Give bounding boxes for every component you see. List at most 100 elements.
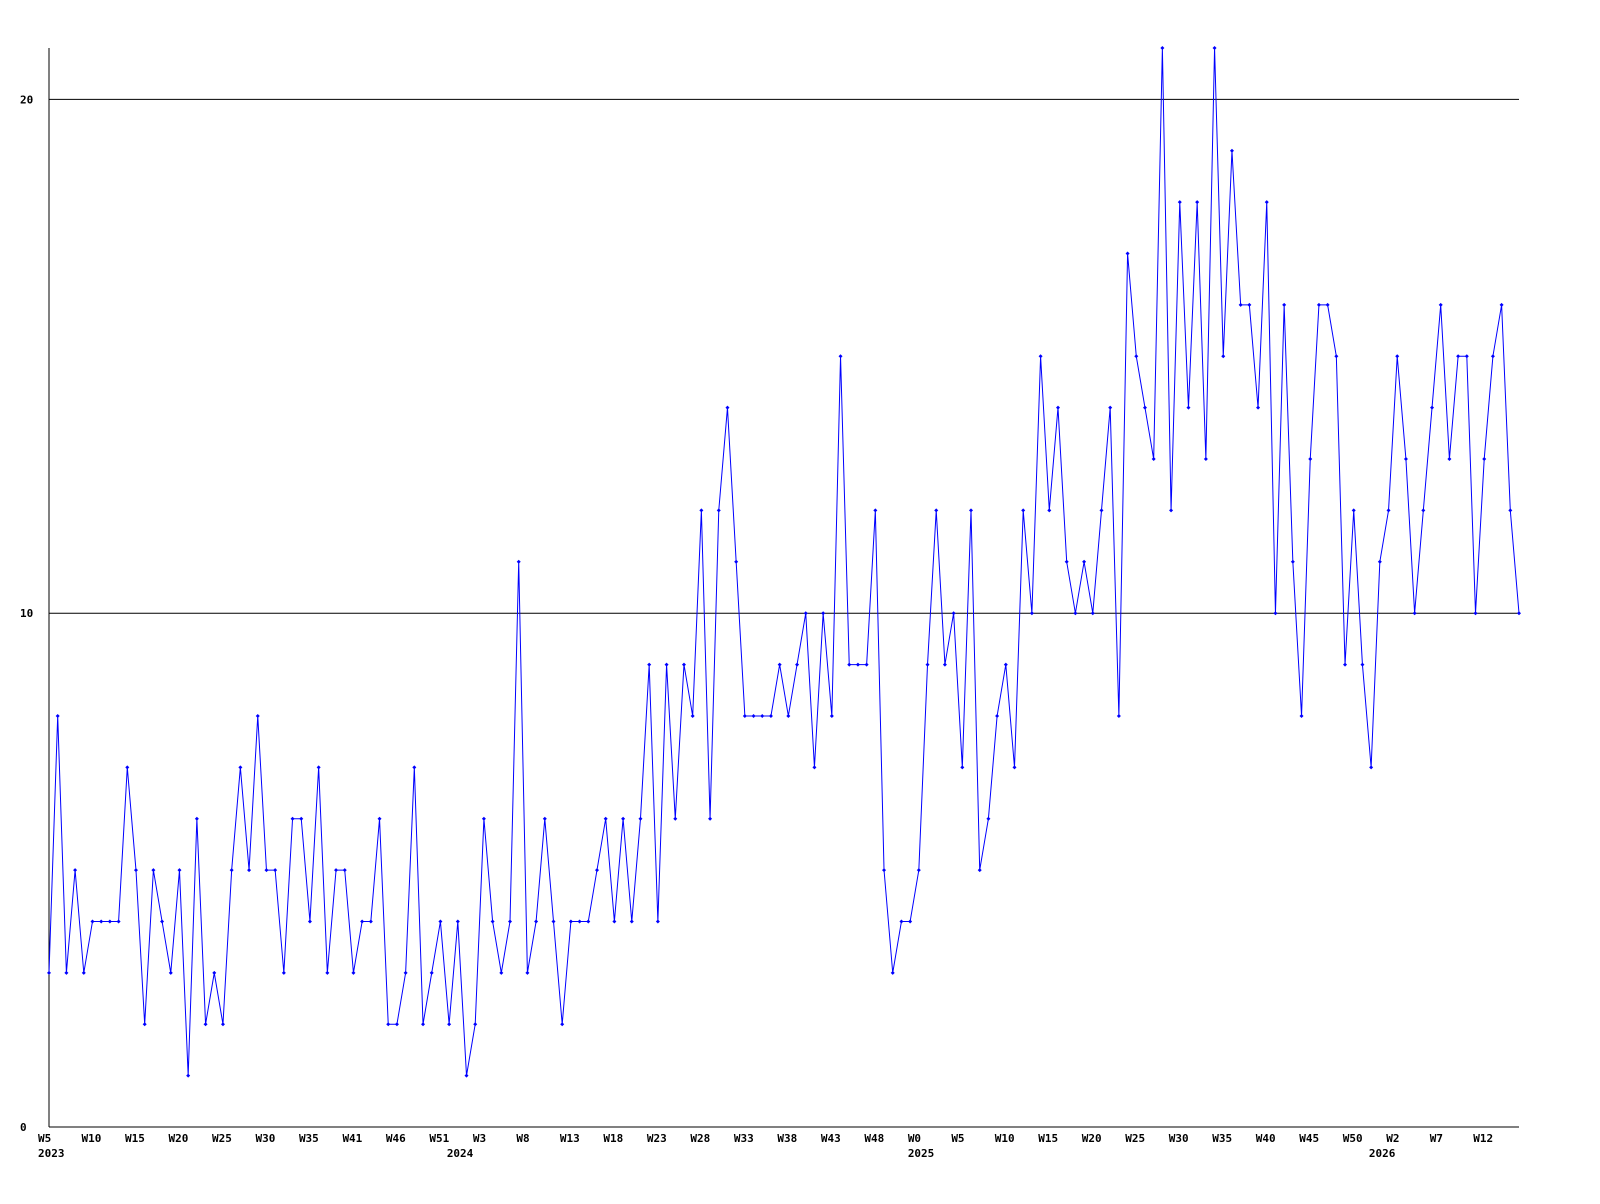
data-point	[351, 970, 356, 975]
data-point	[786, 713, 791, 718]
data-point	[220, 1022, 225, 1027]
data-point	[1334, 354, 1339, 359]
data-point	[481, 816, 486, 821]
data-point	[1395, 354, 1400, 359]
data-point	[1003, 662, 1008, 667]
data-point	[1264, 200, 1269, 205]
data-point	[882, 868, 887, 873]
x-year-label: 2023	[38, 1147, 65, 1160]
data-point	[1038, 354, 1043, 359]
x-tick-label: W18	[603, 1132, 623, 1145]
data-point	[1325, 302, 1330, 307]
data-point	[1125, 251, 1130, 256]
data-point	[1064, 559, 1069, 564]
data-point	[473, 1022, 478, 1027]
x-tick-label: W0	[908, 1132, 921, 1145]
data-point	[821, 611, 826, 616]
data-point	[325, 970, 330, 975]
data-point	[969, 508, 974, 513]
data-point	[142, 1022, 147, 1027]
data-point	[1090, 611, 1095, 616]
x-tick-label: W5	[951, 1132, 964, 1145]
data-point	[708, 816, 713, 821]
data-point	[638, 816, 643, 821]
data-point	[629, 919, 634, 924]
x-tick-label: W5	[38, 1132, 51, 1145]
data-point	[568, 919, 573, 924]
data-point	[995, 713, 1000, 718]
data-point	[1282, 302, 1287, 307]
data-point	[1047, 508, 1052, 513]
data-point	[1517, 611, 1521, 616]
data-point	[768, 713, 773, 718]
data-point	[1499, 302, 1504, 307]
data-point	[551, 919, 556, 924]
data-point	[1369, 765, 1374, 770]
x-tick-label: W7	[1430, 1132, 1443, 1145]
data-point	[334, 868, 339, 873]
data-point	[203, 1022, 208, 1027]
data-point	[699, 508, 704, 513]
data-point	[1273, 611, 1278, 616]
data-point	[977, 868, 982, 873]
data-point	[864, 662, 869, 667]
data-point	[1508, 508, 1513, 513]
data-point	[777, 662, 782, 667]
x-tick-label: W48	[864, 1132, 884, 1145]
x-tick-label: W50	[1343, 1132, 1363, 1145]
data-point	[1299, 713, 1304, 718]
data-point	[281, 970, 286, 975]
data-point	[238, 765, 243, 770]
x-tick-label: W10	[81, 1132, 101, 1145]
x-tick-label: W41	[342, 1132, 362, 1145]
data-point	[734, 559, 739, 564]
data-point	[1229, 148, 1234, 153]
data-point	[951, 611, 956, 616]
data-point	[1308, 457, 1313, 462]
data-point	[1029, 611, 1034, 616]
data-point	[760, 713, 765, 718]
data-point	[899, 919, 904, 924]
data-point	[316, 765, 321, 770]
data-point	[403, 970, 408, 975]
data-point	[177, 868, 182, 873]
y-tick-label: 20	[20, 93, 33, 106]
data-point	[90, 919, 95, 924]
data-point	[908, 919, 913, 924]
x-tick-label: W8	[516, 1132, 529, 1145]
data-point	[586, 919, 591, 924]
data-point	[1456, 354, 1461, 359]
data-point	[594, 868, 599, 873]
x-tick-label: W15	[125, 1132, 145, 1145]
x-tick-label: W20	[1082, 1132, 1102, 1145]
data-point	[621, 816, 626, 821]
data-point	[1343, 662, 1348, 667]
data-point	[1377, 559, 1382, 564]
x-tick-label: W43	[821, 1132, 841, 1145]
data-point	[847, 662, 852, 667]
data-point	[1160, 46, 1165, 50]
data-point	[464, 1073, 469, 1078]
x-tick-label: W20	[168, 1132, 188, 1145]
data-point	[1195, 200, 1200, 205]
data-point	[838, 354, 843, 359]
x-tick-label: W35	[299, 1132, 319, 1145]
data-point	[525, 970, 530, 975]
data-point	[368, 919, 373, 924]
data-point	[716, 508, 721, 513]
data-point	[1290, 559, 1295, 564]
data-point	[273, 868, 278, 873]
data-point	[1151, 457, 1156, 462]
data-point	[1221, 354, 1226, 359]
data-point	[81, 970, 86, 975]
x-tick-label: W51	[429, 1132, 449, 1145]
data-point	[508, 919, 513, 924]
data-point	[873, 508, 878, 513]
data-point	[1360, 662, 1365, 667]
data-point	[1169, 508, 1174, 513]
data-point	[664, 662, 669, 667]
data-point	[247, 868, 252, 873]
data-point	[855, 662, 860, 667]
data-point	[1134, 354, 1139, 359]
data-point	[1421, 508, 1426, 513]
